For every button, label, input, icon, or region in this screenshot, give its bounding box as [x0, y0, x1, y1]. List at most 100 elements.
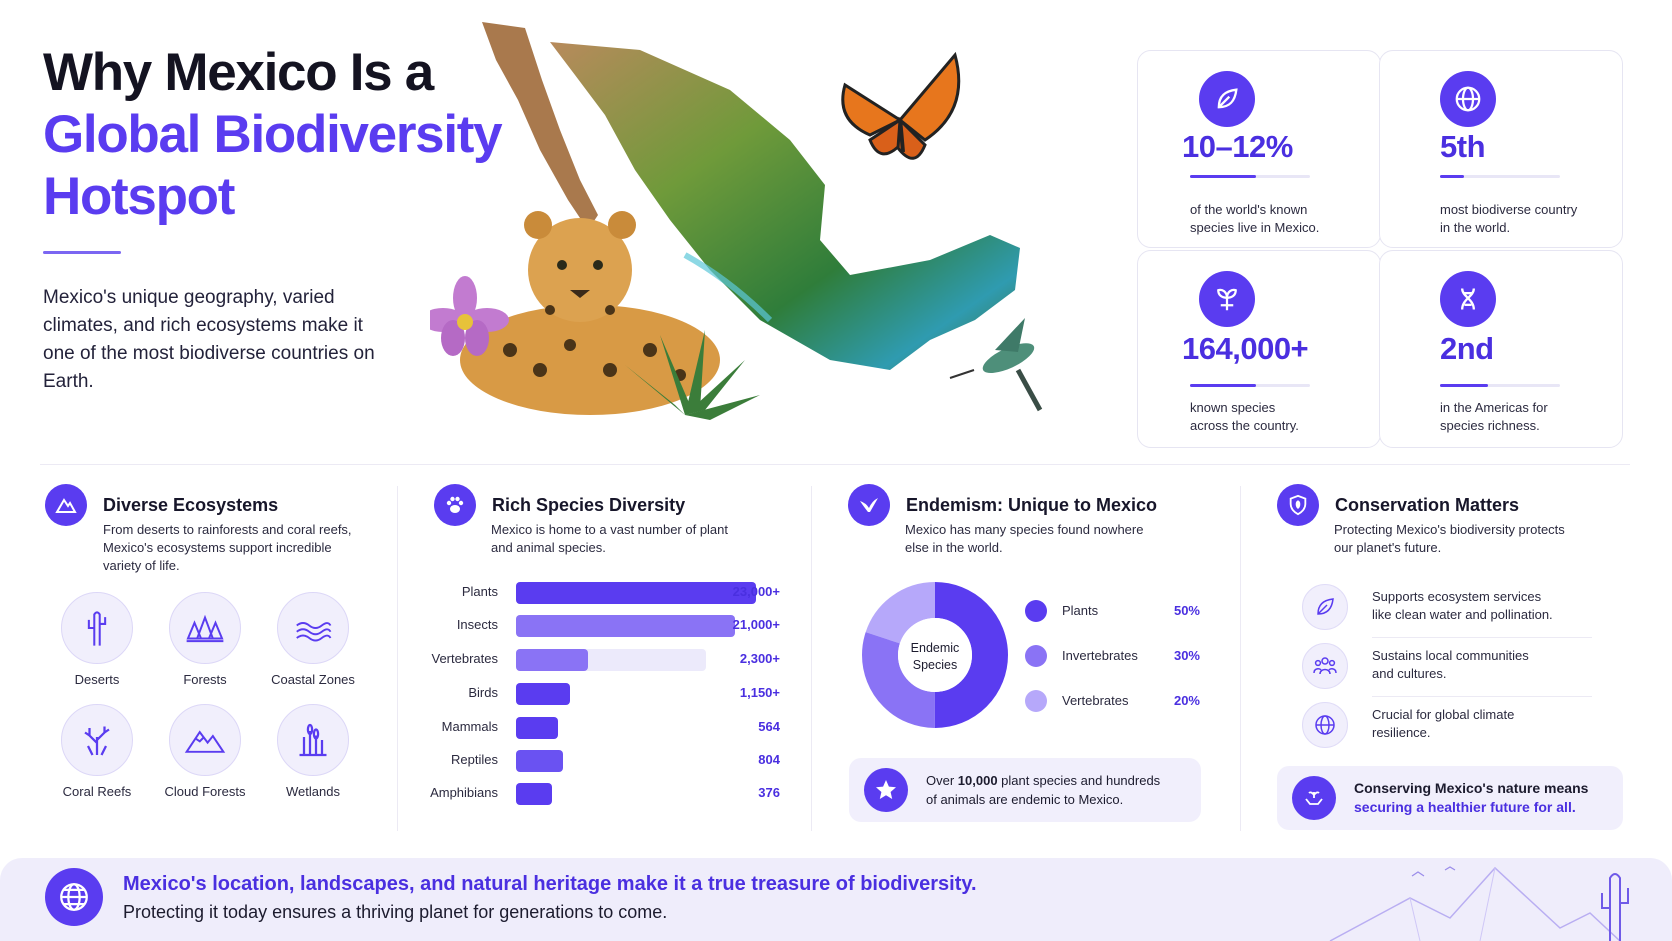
- conservation-desc-line: our planet's future.: [1334, 540, 1442, 555]
- ecosystems-desc-line: variety of life.: [103, 558, 180, 573]
- waves-icon: [296, 622, 332, 642]
- legend-label: Plants: [1062, 603, 1099, 618]
- donut-center-label-1: Endemic: [911, 641, 960, 655]
- stat-value: 5th: [1440, 129, 1486, 164]
- stat-underline: [1440, 384, 1560, 387]
- conservation-item-line: Supports ecosystem services: [1372, 589, 1542, 604]
- donut-slice-invertebrates: [862, 582, 1008, 728]
- endemism-desc-line: else in the world.: [905, 540, 1003, 555]
- stat-card-americas: 2nd in the Americas for species richness…: [1379, 250, 1623, 448]
- bar-label: Mammals: [441, 719, 498, 734]
- stat-value: 164,000+: [1182, 331, 1309, 366]
- conservation-header: Conservation Matters: [1277, 484, 1519, 526]
- endemism-title: Endemism: Unique to Mexico: [906, 494, 1158, 515]
- leaf-icon: [1199, 71, 1255, 127]
- dna-icon: [1440, 271, 1496, 327]
- bar-label: Insects: [456, 617, 498, 632]
- callout-line-1: Conserving Mexico's nature means: [1354, 780, 1589, 796]
- conservation-callout: Conserving Mexico's nature means securin…: [1277, 766, 1623, 830]
- bar-row: Vertebrates 2,300+: [430, 648, 780, 672]
- ecosystem-label: Cloud Forests: [164, 784, 246, 799]
- stat-desc-line-2: in the world.: [1440, 220, 1511, 235]
- ecosystems-title: Diverse Ecosystems: [103, 494, 279, 515]
- species-title: Rich Species Diversity: [492, 494, 686, 515]
- stat-underline-fill: [1440, 175, 1464, 178]
- stat-desc-line-1: most biodiverse country: [1440, 202, 1578, 217]
- bar-label: Reptiles: [451, 752, 498, 767]
- ecosystems-desc: From deserts to rainforests and coral re…: [103, 521, 352, 575]
- endemism-callout-text: Over 10,000 plant species and hundreds o…: [926, 771, 1160, 809]
- title-divider: [43, 251, 121, 254]
- bar-value: 376: [758, 785, 780, 800]
- stat-value: 2nd: [1440, 331, 1494, 366]
- conservation-item: Crucial for global climate resilience.: [1302, 698, 1592, 750]
- stat-underline: [1190, 175, 1310, 178]
- bar-row: Plants 23,000+: [430, 581, 780, 605]
- legend-item-vertebrates: Vertebrates 20%: [1025, 689, 1200, 713]
- page-title: Why Mexico Is a Global Biodiversity Hots…: [43, 42, 503, 228]
- conservation-item-line: resilience.: [1372, 725, 1431, 740]
- ecosystems-desc-line: From deserts to rainforests and coral re…: [103, 522, 352, 537]
- conservation-item: Supports ecosystem services like clean wa…: [1302, 580, 1592, 638]
- bar-value: 1,150+: [739, 685, 780, 700]
- globe-icon: [45, 868, 103, 926]
- bar: [516, 615, 736, 637]
- star-icon: [864, 768, 908, 812]
- conservation-item-text: Supports ecosystem services like clean wa…: [1372, 588, 1553, 624]
- mexico-mainland-shape: [550, 42, 1020, 370]
- orchid-icon: [430, 276, 509, 356]
- endemism-header: Endemism: Unique to Mexico: [848, 484, 1157, 526]
- stat-underline: [1190, 384, 1310, 387]
- conservation-desc: Protecting Mexico's biodiversity protect…: [1334, 521, 1565, 557]
- species-desc-line: Mexico is home to a vast number of plant: [491, 522, 729, 537]
- bird-icon: [848, 484, 890, 526]
- callout-text-pre: Over: [926, 773, 958, 788]
- bar-label: Amphibians: [430, 785, 498, 800]
- callout-text-line-2: of animals are endemic to Mexico.: [926, 792, 1124, 807]
- shield-icon: [1277, 484, 1319, 526]
- stat-card-share: 10–12% of the world's known species live…: [1137, 50, 1381, 248]
- legend-label: Vertebrates: [1062, 693, 1129, 708]
- endemism-desc: Mexico has many species found nowhere el…: [905, 521, 1143, 557]
- conservation-title: Conservation Matters: [1335, 494, 1520, 515]
- mountain-icon: [184, 730, 226, 753]
- species-desc-line: and animal species.: [491, 540, 606, 555]
- bar-value: 23,000+: [732, 584, 780, 599]
- conservation-item-line: Sustains local communities: [1372, 648, 1529, 663]
- title-line-1: Why Mexico Is a: [43, 43, 434, 102]
- section-divider: [40, 464, 1630, 465]
- bar: [516, 582, 756, 604]
- bar: [516, 683, 571, 705]
- item-separator: [1372, 696, 1592, 697]
- legend-item-plants: Plants 50%: [1025, 599, 1200, 623]
- bar-row: Amphibians 376: [430, 782, 780, 806]
- conservation-desc-line: Protecting Mexico's biodiversity protect…: [1334, 522, 1565, 537]
- mexico-map-illustration: [430, 22, 1043, 420]
- stat-underline-fill: [1190, 384, 1256, 387]
- legend-value: 20%: [1173, 693, 1200, 708]
- stat-desc-line-1: of the world's known: [1190, 202, 1308, 217]
- stat-desc-line-2: species richness.: [1440, 418, 1540, 433]
- ecosystem-item-coral-reefs: Coral Reefs: [47, 704, 147, 799]
- paw-icon: [434, 484, 476, 526]
- baja-california-shape: [482, 22, 598, 230]
- hummingbird-icon: [949, 318, 1043, 412]
- stat-underline: [1440, 175, 1560, 178]
- ecosystem-item-forests: Forests: [155, 592, 255, 687]
- bar-label: Plants: [461, 584, 498, 599]
- sprout-icon: [1199, 271, 1255, 327]
- bar-value: 21,000+: [732, 617, 780, 632]
- stat-underline-fill: [1190, 175, 1256, 178]
- bar-row: Reptiles 804: [430, 749, 780, 773]
- conservation-item-line: like clean water and pollination.: [1372, 607, 1553, 622]
- footer-banner: Mexico's location, landscapes, and natur…: [0, 858, 1672, 941]
- butterfly-icon: [841, 51, 961, 160]
- donut-center-label-2: Species: [913, 658, 957, 672]
- bar-value: 804: [758, 752, 780, 767]
- conservation-item-text: Sustains local communities and cultures.: [1372, 647, 1529, 683]
- bar-row: Insects 21,000+: [430, 614, 780, 638]
- bar-row: Birds 1,150+: [430, 682, 780, 706]
- species-desc: Mexico is home to a vast number of plant…: [491, 521, 728, 557]
- cactus-icon: [87, 611, 107, 646]
- bar-value: 564: [758, 719, 780, 734]
